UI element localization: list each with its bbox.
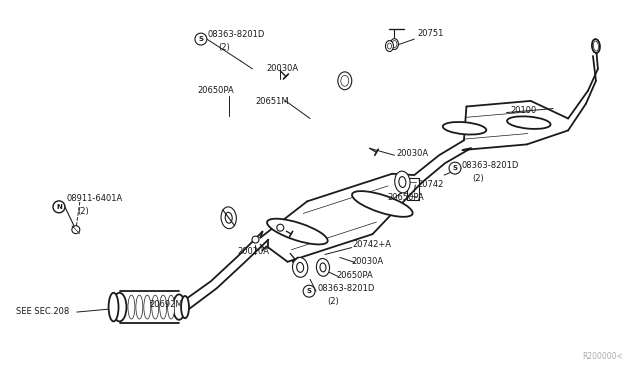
Text: (2): (2) <box>472 174 484 183</box>
Text: 20030A: 20030A <box>266 64 298 73</box>
Text: 20650PA: 20650PA <box>387 193 424 202</box>
Text: 08363-8201D: 08363-8201D <box>462 161 519 170</box>
Text: N: N <box>56 204 62 210</box>
Ellipse shape <box>387 43 392 49</box>
Ellipse shape <box>267 219 328 244</box>
Text: R200000<: R200000< <box>582 352 623 361</box>
Circle shape <box>277 224 284 231</box>
Ellipse shape <box>592 39 600 53</box>
Ellipse shape <box>221 207 236 229</box>
Text: S: S <box>307 288 312 294</box>
Text: 20651M: 20651M <box>255 97 289 106</box>
Circle shape <box>53 201 65 213</box>
Ellipse shape <box>109 293 118 321</box>
Text: 20650PA: 20650PA <box>337 271 374 280</box>
Ellipse shape <box>160 295 166 319</box>
Ellipse shape <box>390 39 399 49</box>
Text: 20020A: 20020A <box>237 247 269 256</box>
Ellipse shape <box>593 41 598 51</box>
Text: 08363-8201D: 08363-8201D <box>317 284 374 293</box>
Ellipse shape <box>297 262 303 272</box>
Text: (2): (2) <box>218 42 230 52</box>
Text: S: S <box>198 36 204 42</box>
Ellipse shape <box>352 191 413 217</box>
Ellipse shape <box>144 295 151 319</box>
Ellipse shape <box>399 177 406 187</box>
Ellipse shape <box>225 212 232 223</box>
Ellipse shape <box>395 171 410 193</box>
Text: 20030A: 20030A <box>396 149 429 158</box>
Ellipse shape <box>341 76 349 86</box>
Ellipse shape <box>507 116 550 129</box>
Text: 20692M: 20692M <box>149 299 183 309</box>
Text: SEE SEC.208: SEE SEC.208 <box>16 307 70 315</box>
Ellipse shape <box>385 41 394 51</box>
Ellipse shape <box>152 295 159 319</box>
Ellipse shape <box>292 257 308 277</box>
Text: 08911-6401A: 08911-6401A <box>67 195 123 203</box>
Text: 20751: 20751 <box>417 29 444 38</box>
Text: (2): (2) <box>77 207 88 216</box>
Ellipse shape <box>338 72 352 90</box>
Text: (2): (2) <box>327 296 339 306</box>
Ellipse shape <box>168 295 175 319</box>
Circle shape <box>72 226 80 234</box>
Text: 20650PA: 20650PA <box>197 86 234 95</box>
Text: S: S <box>452 165 458 171</box>
Ellipse shape <box>392 41 397 48</box>
Text: 08363-8201D: 08363-8201D <box>208 30 265 39</box>
Circle shape <box>195 33 207 45</box>
Ellipse shape <box>128 295 135 319</box>
Text: 20742: 20742 <box>417 180 444 189</box>
Ellipse shape <box>320 263 326 272</box>
Circle shape <box>252 236 259 243</box>
Text: 20030A: 20030A <box>352 257 384 266</box>
Circle shape <box>303 285 315 297</box>
Circle shape <box>449 162 461 174</box>
Ellipse shape <box>113 293 127 321</box>
Ellipse shape <box>173 294 185 320</box>
Text: 20100: 20100 <box>511 106 537 115</box>
Ellipse shape <box>443 122 486 135</box>
Text: 20742+A: 20742+A <box>353 240 392 249</box>
Ellipse shape <box>181 296 189 318</box>
Ellipse shape <box>316 259 330 276</box>
Ellipse shape <box>136 295 143 319</box>
